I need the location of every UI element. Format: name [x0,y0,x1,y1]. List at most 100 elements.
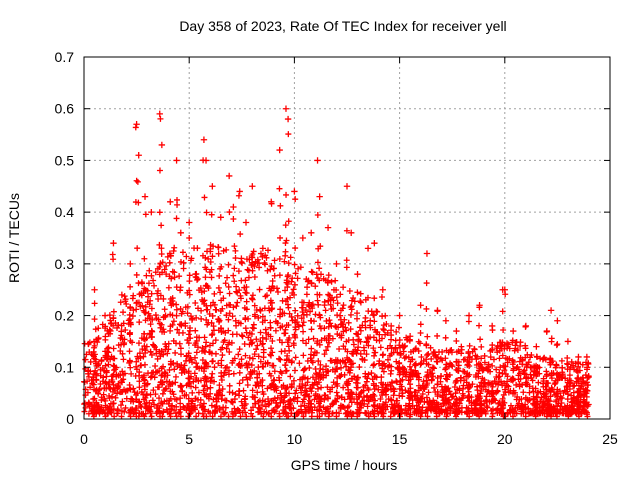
data-point [302,382,309,389]
data-point [466,371,473,378]
data-point [86,339,93,346]
data-point [395,403,402,410]
data-point [553,361,560,368]
data-point [494,388,501,395]
data-point [248,340,255,347]
data-point [477,404,484,411]
data-point [434,307,441,314]
data-point [308,302,315,309]
data-point [499,395,506,402]
data-point [303,388,310,395]
data-point [547,403,554,410]
data-point [282,222,289,229]
data-point [277,306,284,313]
data-point [92,387,99,394]
data-point [298,406,305,413]
data-point [114,406,121,413]
data-point [273,285,280,292]
data-point [133,396,140,403]
data-point [230,370,237,377]
data-point [215,244,222,251]
data-point [148,333,155,340]
y-tick-label: 0.1 [55,359,75,375]
data-point [306,397,313,404]
y-tick-label: 0 [66,411,74,427]
data-point [211,290,218,297]
data-point [157,353,164,360]
data-point [371,239,378,247]
data-point [489,362,496,369]
data-point [169,388,176,395]
data-point [362,370,369,377]
data-point [126,348,133,355]
data-point [498,378,505,385]
data-point [308,400,315,407]
data-point [242,325,249,332]
data-point [121,293,128,300]
data-point [324,384,331,391]
data-point [564,379,571,386]
data-point [565,361,572,368]
data-point [397,344,404,351]
data-point [333,389,340,396]
data-point [249,292,256,299]
data-point [401,343,408,350]
data-point [150,387,157,394]
data-point [415,370,422,377]
data-point [540,404,547,411]
data-point [402,402,409,409]
data-point [162,346,169,353]
data-point [105,361,112,368]
data-point [284,280,291,287]
data-point [523,374,530,381]
data-point [155,296,162,303]
data-point [301,374,308,381]
data-point [435,349,442,356]
data-point [193,274,200,281]
data-point [443,399,450,406]
plot-frame [83,56,611,420]
data-point [564,402,571,409]
data-point [509,406,516,413]
data-point [271,272,278,279]
data-point [259,319,266,326]
data-point [583,353,591,361]
data-point [460,368,467,375]
data-point [371,326,378,333]
data-point [314,297,321,304]
data-point [209,413,216,420]
data-point [222,404,229,411]
data-point [523,361,530,368]
data-point [137,303,144,310]
data-point [203,306,210,313]
data-point [268,285,275,292]
data-point [379,352,386,359]
data-point [465,407,472,414]
data-point [343,363,350,370]
data-point [248,295,255,302]
data-point [280,382,287,389]
data-point [215,360,222,367]
data-point [161,306,168,313]
data-point [157,292,164,299]
data-point [411,361,418,368]
data-point [177,400,184,407]
data-point [349,350,356,357]
data-point [438,408,445,415]
data-point [226,290,233,297]
data-point [286,310,293,317]
data-point [502,363,509,370]
data-point [325,291,332,298]
data-point [344,356,351,363]
data-point [212,408,219,415]
data-point [271,368,278,375]
data-point [148,208,155,216]
data-point [140,376,147,383]
data-point [583,399,590,406]
data-point [357,390,364,397]
data-point [454,358,461,365]
data-point [192,300,199,307]
data-point [406,363,413,370]
data-point [120,309,127,316]
data-point [282,368,289,375]
